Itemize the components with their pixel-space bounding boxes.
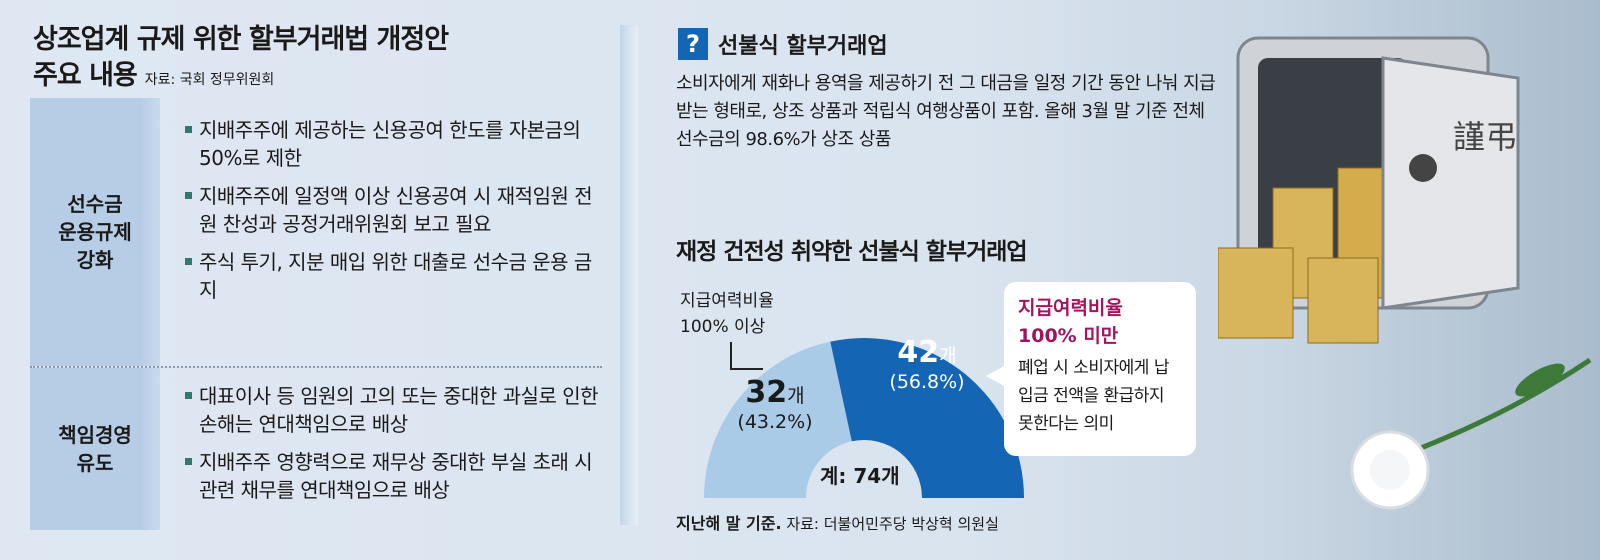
title-line2: 주요 내용 [33,60,138,91]
category-label: 선수금 운용규제 강화 [58,192,132,272]
list-item: 대표이사 등 임원의 고의 또는 중대한 과실로 인한 손해는 연대책임으로 배… [185,382,605,438]
safe-illustration: 謹弔 [1218,36,1520,344]
pct-value: (43.2%) [737,411,813,433]
slice-label-below: 42개 (56.8%) [872,338,982,395]
count-value: 32 [745,375,788,410]
count-value: 42 [897,335,940,370]
callout-bubble: 지급여력비율 100% 미만 폐업 시 소비자에게 납입금 전액을 환급하지 못… [986,282,1196,456]
donut-slice-2 [830,338,1024,498]
unit: 개 [939,345,957,367]
donut-slice-1 [704,341,852,498]
callout-text: 폐업 시 소비자에게 납입금 전액을 환급하지 못한다는 의미 [1018,358,1169,434]
list-item: 지배주주 영향력으로 재무상 중대한 부실 초래 시 관련 채무를 연대책임으로… [185,448,605,504]
definition-text: 소비자에게 재화나 용역을 제공하기 전 그 대금을 일정 기간 동안 나눠 지… [676,73,1216,150]
category-prepayment-regulation: 선수금 운용규제 강화 [30,98,160,366]
category-responsible-management: 책임경영 유도 [30,368,160,530]
leader-line [730,342,763,370]
list-item: 주식 투기, 지분 매입 위한 대출로 선수금 운용 금지 [185,248,605,304]
chart-title: 재정 건전성 취약한 선불식 할부거래업 [676,239,1028,265]
panel-separator [620,25,638,525]
section-divider [30,366,602,368]
pct-value: (56.8%) [889,371,965,393]
definition-title: 선불식 할부거래업 [718,34,888,59]
section2-items: 대표이사 등 임원의 고의 또는 중대한 과실로 인한 손해는 연대책임으로 배… [185,382,605,514]
legend-above-100: 지급여력비율 100% 이상 [680,291,774,337]
safe-label: 謹弔 [1453,118,1517,156]
list-item: 지배주주에 제공하는 신용공여 한도를 자본금의 50%로 제한 [185,116,605,172]
footer-source: 자료: 더불어민주당 박상혁 의원실 [786,515,999,533]
title-line1: 상조업계 규제 위한 할부거래법 개정안 [33,24,449,55]
category-label: 책임경영 유도 [58,423,132,475]
callout-title: 지급여력비율 100% 미만 [1018,297,1123,347]
unit: 개 [787,385,805,407]
left-title: 상조업계 규제 위한 할부거래법 개정안 주요 내용 자료: 국회 정무위원회 [33,22,449,98]
chrysanthemum-icon [1350,357,1592,510]
slice-label-above: 32개 (43.2%) [720,378,830,435]
total-label: 계: 74개 [820,464,900,488]
footer-basis: 지난해 말 기준. [676,514,782,533]
source-note: 자료: 국회 정무위원회 [144,72,275,88]
footer-note: 지난해 말 기준. 자료: 더불어민주당 박상혁 의원실 [676,510,999,534]
list-item: 지배주주에 일정액 이상 신용공여 시 재적임원 전원 찬성과 공정거래위원회 … [185,182,605,238]
question-icon: ? [678,28,708,60]
section1-items: 지배주주에 제공하는 신용공여 한도를 자본금의 50%로 제한 지배주주에 일… [185,116,605,314]
